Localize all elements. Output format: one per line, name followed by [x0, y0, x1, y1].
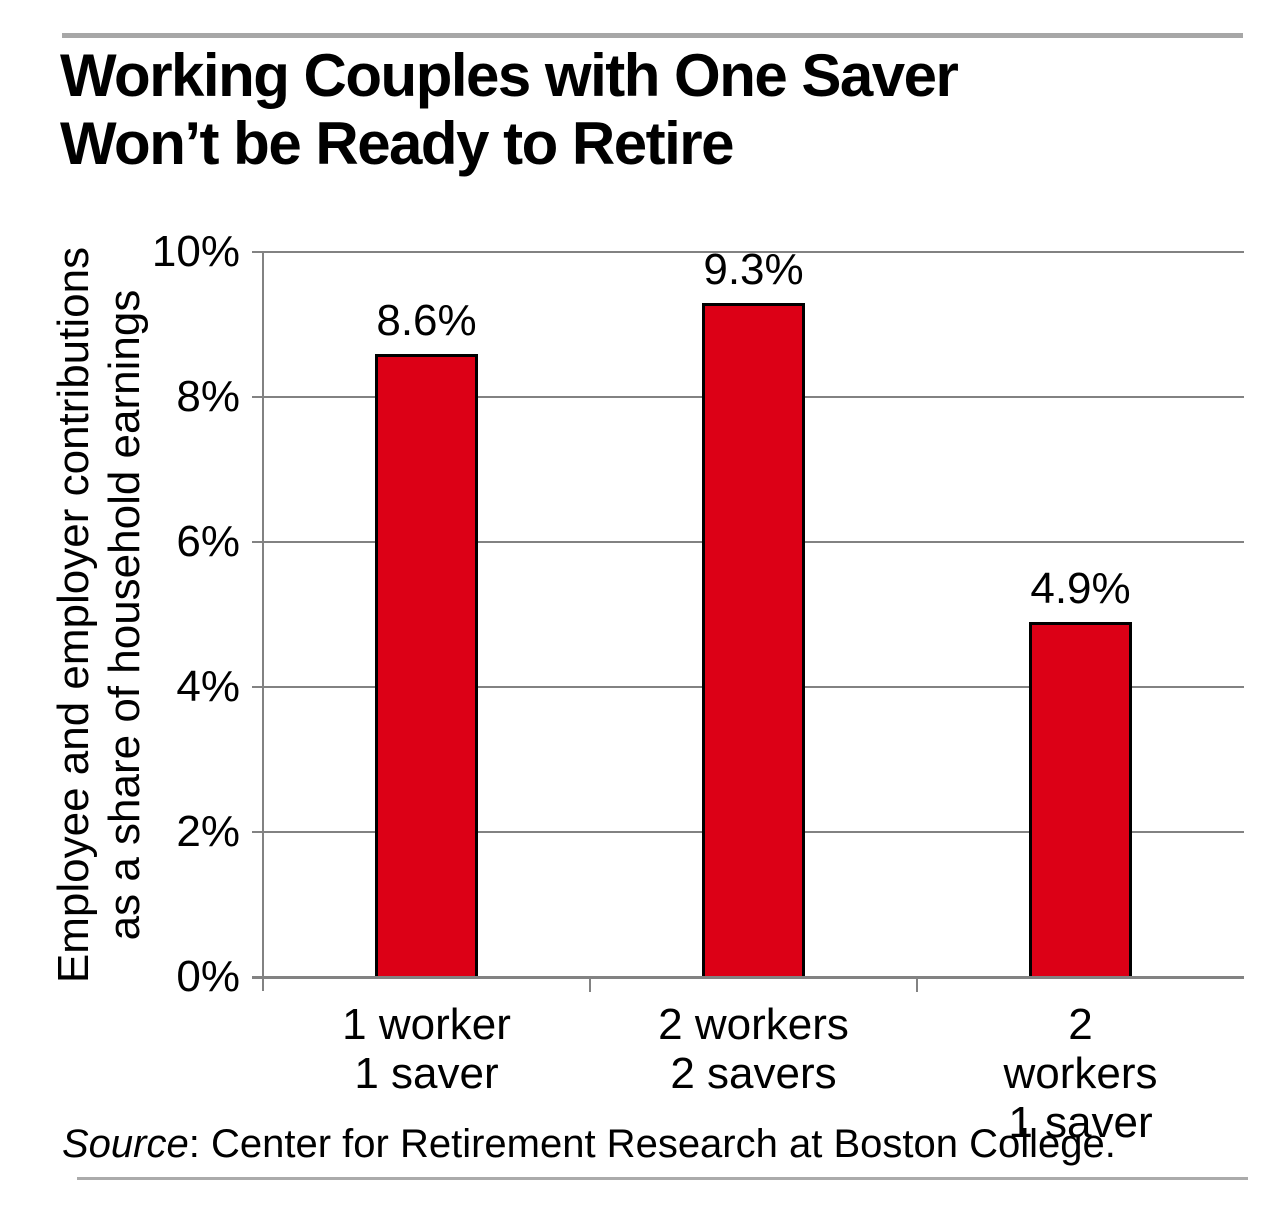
source-note: Source: Center for Retirement Research a…: [62, 1120, 1116, 1168]
x-axis-boundary-tick: [916, 977, 918, 992]
plot-area: 0% 2% 4% 6% 8% 10% 8.6% 1 worker 1 saver 9.3% 2 w…: [152, 227, 1244, 1147]
x-axis-boundary-tick: [589, 977, 591, 992]
source-text: : Center for Retirement Research at Bost…: [188, 1122, 1116, 1166]
bottom-divider-rule: [77, 1177, 1248, 1180]
gridline-10%: [252, 251, 1244, 253]
y-tick-label: 4%: [176, 662, 240, 711]
chart-title-line-1: Working Couples with One Saver: [60, 42, 959, 109]
y-tick-label: 2%: [176, 807, 240, 856]
top-divider-rule: [62, 33, 1243, 38]
chart-title: Working Couples with One Saver Won’t be R…: [60, 42, 1220, 178]
chart-title-line-2: Won’t be Ready to Retire: [60, 110, 734, 177]
source-prefix: Source: [62, 1122, 189, 1166]
bar-value-label: 9.3%: [703, 244, 804, 294]
y-tick-label: 0%: [176, 952, 240, 1001]
y-axis-title-line-2: as a share of household earnings: [100, 289, 149, 940]
bar-1-worker-1-saver: [375, 353, 478, 977]
x-category-label: 2 workers 2 savers: [658, 1000, 849, 1098]
y-axis-title-line-1: Employee and employer contributions: [49, 246, 98, 983]
y-tick-label: 6%: [176, 517, 240, 566]
bar-value-label: 8.6%: [376, 295, 477, 345]
y-axis-title: Employee and employer contributions as a …: [48, 246, 150, 982]
y-tick-label: 10%: [151, 227, 240, 276]
gridline-0%: [252, 976, 1244, 979]
bar-2-workers-1-saver: [1029, 621, 1132, 977]
y-tick-label: 8%: [176, 372, 240, 421]
y-axis-line: [262, 252, 264, 991]
y-axis-title-wrapper: Employee and employer contributions as a …: [20, 246, 178, 982]
bar-value-label: 4.9%: [1030, 563, 1131, 613]
x-category-label: 1 worker 1 saver: [342, 1000, 511, 1098]
x-category-label: 2 workers 1 saver: [1003, 1000, 1158, 1147]
bar-2-workers-2-savers: [702, 302, 805, 977]
